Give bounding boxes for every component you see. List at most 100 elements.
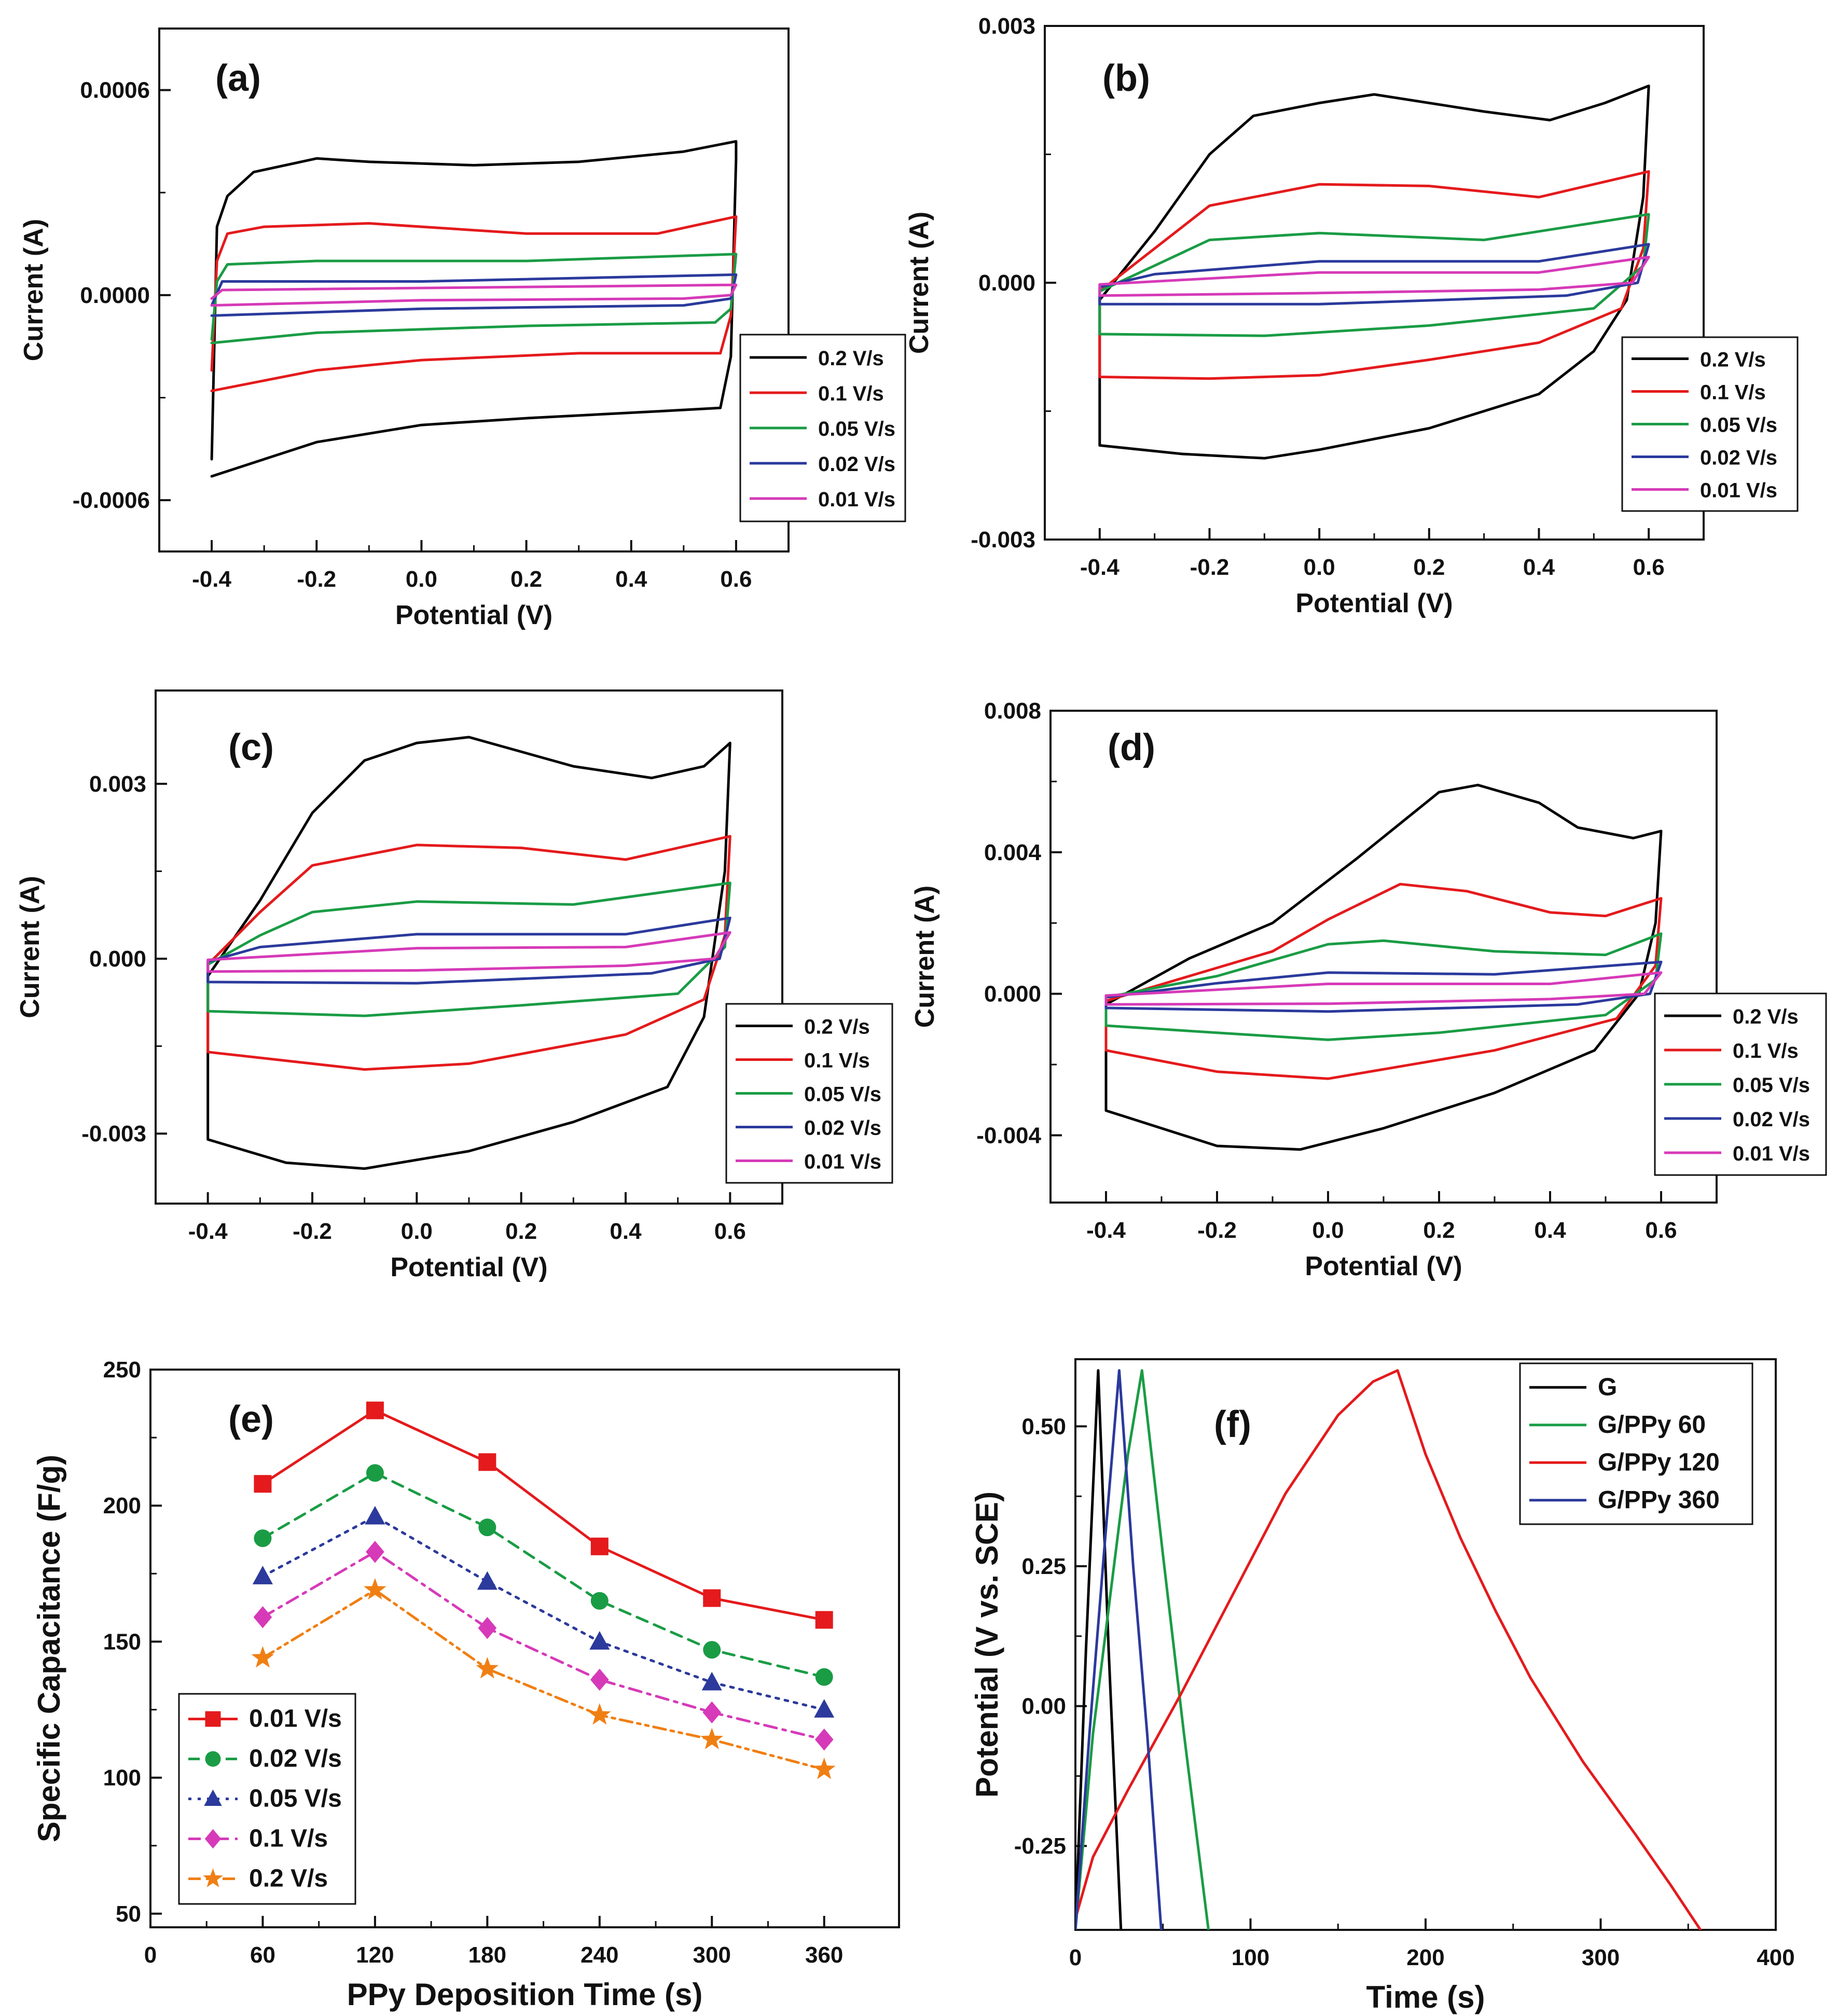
panel-label: (d): [1108, 727, 1155, 768]
y-tick-label: 0.25: [1021, 1554, 1066, 1579]
panel-label: (a): [215, 58, 261, 99]
circle-marker: [366, 1464, 384, 1482]
series-line-g-ppy-60: [1075, 1369, 1210, 1930]
x-tick-label: 0.6: [714, 1219, 746, 1244]
series-line-0-1-v-s: [1104, 882, 1663, 1080]
diamond-marker: [204, 1829, 222, 1849]
chart-panel-d: -0.4 -0.2 0.0 0.2 0.4 0.6 -0.004 0.000 0.004 0.00…: [910, 698, 1827, 1281]
series-line-0-02-v-s: [206, 916, 731, 985]
x-tick-label: -0.4: [1080, 555, 1120, 580]
legend-label: 0.1 V/s: [818, 382, 884, 405]
series-layer: [1104, 783, 1663, 1151]
legend-label: 0.2 V/s: [804, 1016, 870, 1039]
legend-label: 0.02 V/s: [818, 453, 895, 476]
legend-label: G/PPy 360: [1598, 1486, 1720, 1514]
series-line-0-2-v-s: [261, 1589, 826, 1771]
x-tick-label: 200: [1406, 1945, 1444, 1970]
legend-label: 0.2 V/s: [249, 1865, 328, 1893]
y-tick-label: 0.008: [984, 698, 1041, 724]
x-tick-label: 360: [805, 1942, 843, 1968]
legend-label: 0.05 V/s: [249, 1785, 342, 1813]
triangle-marker: [477, 1571, 497, 1590]
x-tick-label: 0.2: [505, 1219, 537, 1244]
x-tick-label: -0.2: [1190, 555, 1229, 580]
legend-label: 0.2 V/s: [818, 347, 884, 370]
chart-panel-c: -0.4 -0.2 0.0 0.2 0.4 0.6 -0.003 0.000 0.003 Pote…: [15, 689, 893, 1282]
legend-label: 0.2 V/s: [1700, 349, 1766, 371]
y-axis-title: Current (A): [19, 219, 49, 361]
legend-label: G/PPy 120: [1598, 1448, 1720, 1476]
diamond-marker: [253, 1606, 272, 1628]
series-line-0-2-v-s: [1104, 783, 1663, 1151]
series-line-0-05-v-s: [261, 1515, 826, 1711]
star-marker: [700, 1728, 724, 1749]
chart-panel-e: 0 60 120 180 240 300 360 50 100 150 200 250 PPy Depo…: [32, 1357, 900, 2012]
x-tick-label: 0.6: [1645, 1218, 1677, 1243]
diamond-marker: [590, 1668, 609, 1691]
y-tick-label: 0.000: [978, 270, 1035, 296]
legend-box: [1519, 1362, 1753, 1525]
series-layer: [251, 1401, 836, 1779]
y-axis-title: Current (A): [15, 876, 45, 1018]
series-line-0-05-v-s: [1104, 932, 1663, 1041]
x-tick-label: -0.2: [1197, 1218, 1237, 1243]
star-marker: [812, 1757, 836, 1779]
y-tick-label: 100: [103, 1765, 141, 1791]
x-tick-label: 400: [1757, 1945, 1794, 1970]
series-line-0-05-v-s: [1098, 213, 1650, 337]
chart-panel-a: -0.4 -0.2 0.0 0.2 0.4 0.6 -0.0006 0.0000 0.0006 P…: [19, 27, 906, 630]
legend-label: 0.01 V/s: [818, 488, 895, 511]
star-marker: [203, 1868, 223, 1887]
x-tick-label: 300: [1582, 1945, 1620, 1970]
chart-panel-b: -0.4 -0.2 0.0 0.2 0.4 0.6 -0.003 0.000 0.003 Pote…: [904, 13, 1799, 618]
y-tick-label: 0.003: [978, 13, 1035, 39]
y-tick-label: 200: [103, 1493, 141, 1518]
circle-marker: [478, 1518, 496, 1537]
diamond-marker: [702, 1701, 722, 1723]
chart-panel-f: 0 100 200 300 400 -0.25 0.00 0.25 0.50 Time (s) Po…: [970, 1358, 1795, 2014]
series-line-0-02-v-s: [261, 1471, 826, 1679]
circle-marker: [815, 1668, 833, 1686]
series-line-g: [1075, 1369, 1123, 1930]
legend-label: 0.1 V/s: [249, 1825, 328, 1853]
legend-label: 0.02 V/s: [1700, 447, 1777, 470]
y-axis-title: Potential (V vs. SCE): [970, 1492, 1004, 1798]
panel-label: (f): [1214, 1404, 1251, 1445]
y-tick-label: 0.003: [89, 771, 146, 797]
x-tick-label: -0.4: [1086, 1218, 1126, 1243]
x-axis-title: PPy Deposition Time (s): [347, 1977, 703, 2012]
y-axis-title: Current (A): [904, 212, 934, 354]
series-line-0-1-v-s: [1098, 170, 1650, 380]
x-tick-label: 180: [468, 1942, 506, 1968]
series-line-0-05-v-s: [210, 253, 738, 344]
diamond-marker: [478, 1617, 497, 1639]
x-tick-label: 0.2: [1413, 555, 1445, 580]
x-tick-label: 0.0: [1312, 1218, 1344, 1243]
x-tick-label: 240: [581, 1942, 618, 1968]
y-tick-label: -0.25: [1014, 1833, 1066, 1859]
x-tick-label: 0.6: [720, 567, 752, 592]
series-line-0-02-v-s: [210, 273, 738, 317]
x-tick-label: 0.2: [1423, 1218, 1455, 1243]
x-tick-label: 0.0: [1304, 555, 1335, 580]
y-tick-label: 0.000: [89, 946, 146, 972]
series-line-0-2-v-s: [1098, 85, 1650, 460]
triangle-marker: [701, 1672, 722, 1691]
legend-label: 0.2 V/s: [1733, 1005, 1799, 1028]
x-tick-label: 0: [1069, 1945, 1082, 1970]
x-tick-label: 0.4: [615, 567, 647, 592]
x-tick-label: 0.4: [1534, 1218, 1566, 1243]
y-tick-label: 0.00: [1021, 1694, 1066, 1719]
x-tick-label: 0.0: [401, 1219, 433, 1244]
panel-label: (b): [1102, 58, 1150, 99]
panel-label: (c): [228, 727, 274, 768]
square-marker: [703, 1589, 721, 1607]
series-line-0-1-v-s: [206, 835, 731, 1071]
legend-label: 0.05 V/s: [818, 418, 895, 440]
legend-label: 0.01 V/s: [1733, 1142, 1810, 1165]
x-tick-label: 0: [144, 1942, 157, 1968]
star-marker: [476, 1656, 499, 1679]
series-line-0-01-v-s: [1104, 971, 1663, 1006]
legend-label: 0.02 V/s: [249, 1745, 342, 1773]
